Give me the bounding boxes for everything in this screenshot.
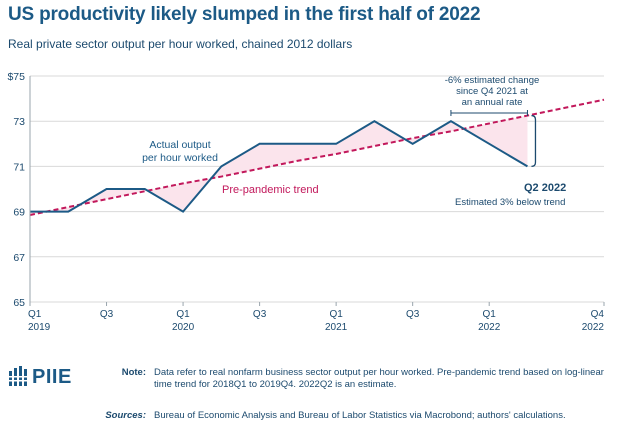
- actual-series-label: Actual output: [149, 139, 210, 151]
- chart-title: US productivity likely slumped in the fi…: [8, 4, 481, 25]
- gridlines: [30, 75, 604, 303]
- y-tick-label: 73: [13, 116, 25, 128]
- change-annotation: since Q4 2021 at: [456, 86, 528, 97]
- x-tick-label: Q3: [100, 309, 114, 320]
- sources-text: Bureau of Economic Analysis and Bureau o…: [154, 410, 566, 421]
- piie-logo-icon: [8, 366, 29, 386]
- below-trend-label: Estimated 3% below trend: [455, 197, 565, 208]
- actual-series-label: per hour worked: [142, 152, 218, 164]
- y-tick-label: 71: [13, 161, 25, 173]
- gap-brace: [531, 114, 537, 168]
- gap-fills: [30, 115, 528, 215]
- note-label: Note:: [121, 367, 146, 378]
- change-annotation: -6% estimated change: [445, 75, 540, 86]
- x-tick-year-label: 2020: [172, 322, 195, 333]
- x-tick-label: Q1: [483, 309, 497, 320]
- actual-line: [30, 120, 528, 213]
- series-lines: [29, 98, 605, 216]
- q2-2022-label: Q2 2022: [524, 182, 566, 194]
- note-text: Data refer to real nonfarm business sect…: [154, 367, 604, 390]
- x-tick-label: Q3: [253, 309, 267, 320]
- x-tick-label: Q1: [329, 309, 343, 320]
- gap-area: [30, 115, 528, 215]
- piie-logo-text: PIIE: [32, 366, 72, 388]
- y-tick-label: 67: [13, 252, 25, 264]
- y-tick-label: $75: [7, 71, 25, 83]
- x-tick-label: Q3: [406, 309, 420, 320]
- x-tick-year-label: 2022: [478, 322, 501, 333]
- x-tick-label: Q1: [28, 309, 42, 320]
- x-tick-year-label: 2022: [582, 322, 605, 333]
- y-tick-label: 69: [13, 207, 25, 219]
- y-tick-label: 65: [13, 297, 25, 309]
- x-tick-year-label: 2019: [28, 322, 51, 333]
- sources-label: Sources:: [105, 410, 146, 421]
- trend-line: [29, 98, 605, 216]
- chart-subtitle: Real private sector output per hour work…: [8, 37, 353, 51]
- trend-series-label: Pre-pandemic trend: [222, 184, 319, 196]
- x-tick-year-label: 2021: [325, 322, 348, 333]
- change-annotation: an annual rate: [462, 97, 523, 108]
- x-tick-label: Q1: [176, 309, 190, 320]
- x-tick-label: Q4: [591, 309, 605, 320]
